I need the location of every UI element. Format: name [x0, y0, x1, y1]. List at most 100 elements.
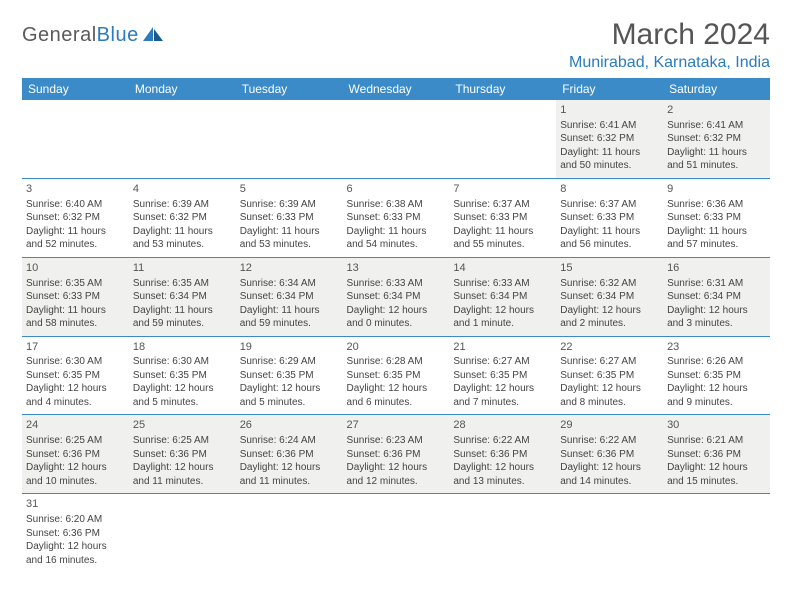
- cell-sunset: Sunset: 6:33 PM: [560, 211, 659, 225]
- day-number: 31: [26, 497, 125, 512]
- cell-day2: and 14 minutes.: [560, 475, 659, 489]
- calendar-cell: [449, 100, 556, 178]
- day-header: Thursday: [449, 78, 556, 100]
- calendar-cell: 18Sunrise: 6:30 AMSunset: 6:35 PMDayligh…: [129, 336, 236, 415]
- cell-sunset: Sunset: 6:36 PM: [26, 448, 125, 462]
- cell-sunrise: Sunrise: 6:32 AM: [560, 277, 659, 291]
- calendar-cell: 4Sunrise: 6:39 AMSunset: 6:32 PMDaylight…: [129, 178, 236, 257]
- cell-sunset: Sunset: 6:36 PM: [133, 448, 232, 462]
- day-number: 14: [453, 261, 552, 276]
- day-number: 7: [453, 182, 552, 197]
- cell-sunrise: Sunrise: 6:41 AM: [667, 119, 766, 133]
- cell-sunset: Sunset: 6:35 PM: [347, 369, 446, 383]
- logo-word-blue: Blue: [97, 24, 139, 46]
- day-number: 6: [347, 182, 446, 197]
- calendar-cell: 14Sunrise: 6:33 AMSunset: 6:34 PMDayligh…: [449, 257, 556, 336]
- cell-day1: Daylight: 12 hours: [453, 382, 552, 396]
- day-number: 3: [26, 182, 125, 197]
- cell-day2: and 53 minutes.: [133, 238, 232, 252]
- calendar-week-row: 31Sunrise: 6:20 AMSunset: 6:36 PMDayligh…: [22, 494, 770, 572]
- calendar-cell: 8Sunrise: 6:37 AMSunset: 6:33 PMDaylight…: [556, 178, 663, 257]
- day-header: Friday: [556, 78, 663, 100]
- day-number: 20: [347, 340, 446, 355]
- day-number: 19: [240, 340, 339, 355]
- cell-day2: and 5 minutes.: [240, 396, 339, 410]
- cell-day1: Daylight: 12 hours: [453, 304, 552, 318]
- day-header: Monday: [129, 78, 236, 100]
- calendar-cell: 24Sunrise: 6:25 AMSunset: 6:36 PMDayligh…: [22, 415, 129, 494]
- cell-day2: and 59 minutes.: [133, 317, 232, 331]
- day-number: 21: [453, 340, 552, 355]
- calendar-cell: 11Sunrise: 6:35 AMSunset: 6:34 PMDayligh…: [129, 257, 236, 336]
- cell-sunset: Sunset: 6:33 PM: [26, 290, 125, 304]
- calendar-cell: 1Sunrise: 6:41 AMSunset: 6:32 PMDaylight…: [556, 100, 663, 178]
- cell-day1: Daylight: 12 hours: [560, 382, 659, 396]
- calendar-cell: [236, 494, 343, 572]
- cell-sunrise: Sunrise: 6:31 AM: [667, 277, 766, 291]
- day-number: 1: [560, 103, 659, 118]
- calendar-cell: 12Sunrise: 6:34 AMSunset: 6:34 PMDayligh…: [236, 257, 343, 336]
- calendar-cell: 17Sunrise: 6:30 AMSunset: 6:35 PMDayligh…: [22, 336, 129, 415]
- cell-sunset: Sunset: 6:35 PM: [133, 369, 232, 383]
- cell-day1: Daylight: 11 hours: [240, 225, 339, 239]
- calendar-cell: 19Sunrise: 6:29 AMSunset: 6:35 PMDayligh…: [236, 336, 343, 415]
- cell-sunset: Sunset: 6:34 PM: [133, 290, 232, 304]
- cell-sunset: Sunset: 6:36 PM: [667, 448, 766, 462]
- calendar-cell: [343, 494, 450, 572]
- day-header-row: SundayMondayTuesdayWednesdayThursdayFrid…: [22, 78, 770, 100]
- cell-sunrise: Sunrise: 6:22 AM: [560, 434, 659, 448]
- cell-day1: Daylight: 11 hours: [133, 304, 232, 318]
- cell-sunset: Sunset: 6:36 PM: [26, 527, 125, 541]
- day-number: 15: [560, 261, 659, 276]
- cell-sunrise: Sunrise: 6:37 AM: [453, 198, 552, 212]
- cell-sunrise: Sunrise: 6:29 AM: [240, 355, 339, 369]
- cell-sunrise: Sunrise: 6:39 AM: [133, 198, 232, 212]
- cell-sunset: Sunset: 6:35 PM: [560, 369, 659, 383]
- logo-word-general: General: [22, 24, 97, 46]
- cell-day1: Daylight: 11 hours: [667, 146, 766, 160]
- calendar-cell: [663, 494, 770, 572]
- cell-day1: Daylight: 11 hours: [240, 304, 339, 318]
- cell-day2: and 0 minutes.: [347, 317, 446, 331]
- day-number: 2: [667, 103, 766, 118]
- cell-day1: Daylight: 11 hours: [667, 225, 766, 239]
- day-number: 12: [240, 261, 339, 276]
- cell-day1: Daylight: 12 hours: [667, 461, 766, 475]
- calendar-cell: 7Sunrise: 6:37 AMSunset: 6:33 PMDaylight…: [449, 178, 556, 257]
- cell-day2: and 10 minutes.: [26, 475, 125, 489]
- cell-day1: Daylight: 11 hours: [560, 225, 659, 239]
- cell-day1: Daylight: 12 hours: [26, 461, 125, 475]
- cell-sunset: Sunset: 6:36 PM: [347, 448, 446, 462]
- cell-sunset: Sunset: 6:34 PM: [347, 290, 446, 304]
- cell-sunset: Sunset: 6:35 PM: [667, 369, 766, 383]
- cell-sunrise: Sunrise: 6:25 AM: [133, 434, 232, 448]
- cell-day2: and 54 minutes.: [347, 238, 446, 252]
- cell-day1: Daylight: 12 hours: [26, 540, 125, 554]
- calendar-table: SundayMondayTuesdayWednesdayThursdayFrid…: [22, 78, 770, 572]
- cell-sunset: Sunset: 6:33 PM: [347, 211, 446, 225]
- cell-sunset: Sunset: 6:35 PM: [240, 369, 339, 383]
- day-number: 13: [347, 261, 446, 276]
- cell-day1: Daylight: 12 hours: [453, 461, 552, 475]
- cell-sunrise: Sunrise: 6:22 AM: [453, 434, 552, 448]
- cell-sunrise: Sunrise: 6:23 AM: [347, 434, 446, 448]
- cell-day2: and 8 minutes.: [560, 396, 659, 410]
- day-number: 17: [26, 340, 125, 355]
- cell-day2: and 15 minutes.: [667, 475, 766, 489]
- cell-day1: Daylight: 12 hours: [667, 382, 766, 396]
- cell-sunrise: Sunrise: 6:26 AM: [667, 355, 766, 369]
- cell-day2: and 3 minutes.: [667, 317, 766, 331]
- cell-sunset: Sunset: 6:32 PM: [133, 211, 232, 225]
- month-title: March 2024: [569, 18, 770, 52]
- cell-day2: and 13 minutes.: [453, 475, 552, 489]
- cell-sunset: Sunset: 6:36 PM: [453, 448, 552, 462]
- day-number: 22: [560, 340, 659, 355]
- day-number: 18: [133, 340, 232, 355]
- calendar-cell: 20Sunrise: 6:28 AMSunset: 6:35 PMDayligh…: [343, 336, 450, 415]
- cell-day2: and 2 minutes.: [560, 317, 659, 331]
- cell-day1: Daylight: 11 hours: [560, 146, 659, 160]
- day-header: Wednesday: [343, 78, 450, 100]
- cell-sunset: Sunset: 6:32 PM: [26, 211, 125, 225]
- cell-sunrise: Sunrise: 6:27 AM: [560, 355, 659, 369]
- day-number: 8: [560, 182, 659, 197]
